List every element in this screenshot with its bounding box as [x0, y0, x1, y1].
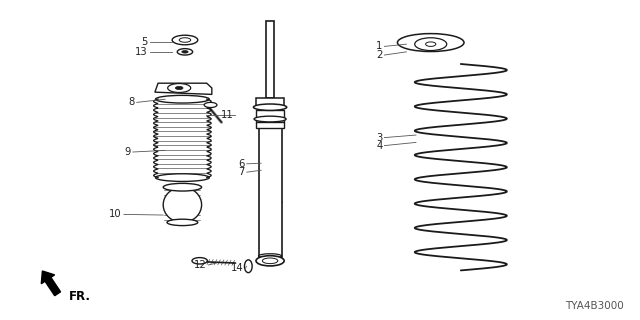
Ellipse shape — [256, 256, 284, 266]
Text: 6: 6 — [239, 159, 245, 169]
Ellipse shape — [175, 86, 183, 90]
Ellipse shape — [397, 34, 464, 52]
Text: 10: 10 — [109, 209, 122, 220]
Bar — [256, 98, 284, 107]
Text: 13: 13 — [135, 47, 148, 57]
Ellipse shape — [253, 104, 287, 110]
Text: 8: 8 — [129, 97, 135, 108]
Text: 5: 5 — [141, 37, 148, 47]
Ellipse shape — [415, 38, 447, 51]
Ellipse shape — [259, 254, 282, 258]
Bar — [266, 21, 274, 98]
Ellipse shape — [167, 219, 198, 226]
Ellipse shape — [156, 95, 209, 103]
Ellipse shape — [244, 260, 252, 273]
Text: 14: 14 — [231, 263, 243, 273]
Ellipse shape — [172, 35, 198, 45]
Ellipse shape — [156, 174, 209, 181]
Text: 3: 3 — [376, 132, 383, 143]
Bar — [259, 128, 282, 257]
Bar — [256, 110, 284, 122]
Ellipse shape — [163, 187, 202, 222]
Ellipse shape — [168, 84, 191, 92]
Text: 7: 7 — [239, 167, 245, 177]
Ellipse shape — [192, 258, 207, 264]
Text: FR.: FR. — [69, 291, 91, 303]
Ellipse shape — [163, 183, 202, 191]
Text: 1: 1 — [376, 41, 383, 52]
FancyArrow shape — [42, 271, 61, 296]
Text: 9: 9 — [125, 147, 131, 157]
Polygon shape — [155, 83, 212, 94]
Text: 12: 12 — [194, 260, 206, 270]
Text: 2: 2 — [376, 50, 383, 60]
Bar — [256, 122, 284, 128]
Text: 4: 4 — [376, 140, 383, 151]
Ellipse shape — [177, 49, 193, 55]
Ellipse shape — [254, 116, 286, 122]
Text: TYA4B3000: TYA4B3000 — [565, 300, 624, 311]
Ellipse shape — [204, 102, 217, 108]
Text: 11: 11 — [221, 110, 233, 120]
Ellipse shape — [182, 51, 188, 53]
